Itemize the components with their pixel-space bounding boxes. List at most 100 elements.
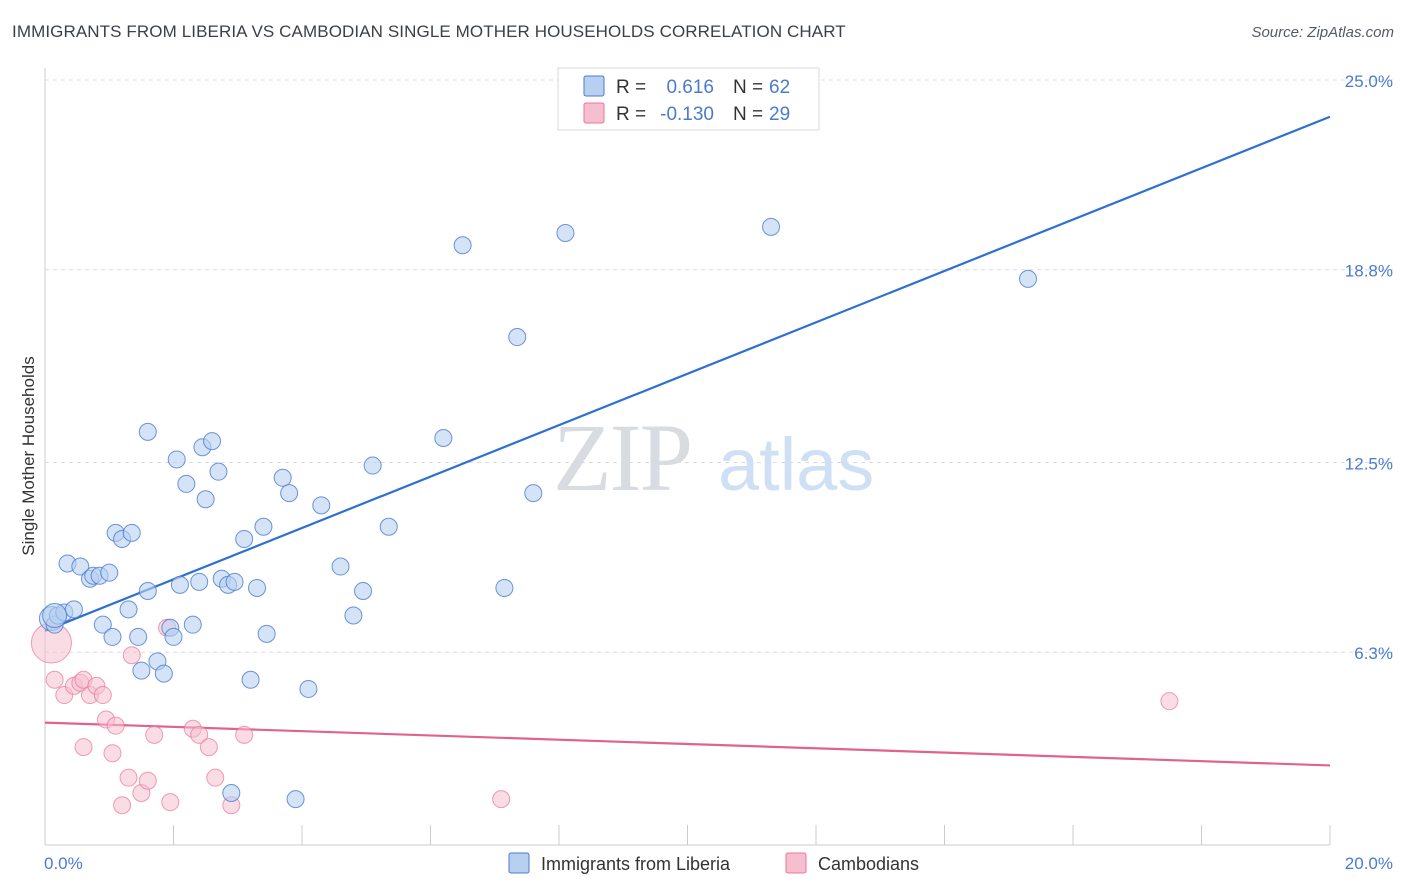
liberia-point	[453, 236, 472, 255]
liberia-point	[183, 615, 202, 634]
liberia-point	[1019, 269, 1038, 288]
bottom-legend: Immigrants from Liberia Cambodians	[508, 852, 919, 874]
y-tick-label: 6.3%	[1354, 644, 1393, 663]
bottom-legend-swatch-cambodians	[785, 852, 807, 874]
liberia-point	[524, 484, 543, 503]
legend-n-value-1: 62	[769, 77, 790, 98]
liberia-point	[556, 224, 575, 242]
axes	[44, 68, 1331, 846]
liberia-point	[209, 462, 228, 481]
liberia-point	[122, 523, 141, 542]
liberia-point	[354, 582, 373, 601]
cambodians-point	[113, 796, 132, 815]
legend-n-value-2: 29	[769, 104, 790, 125]
liberia-points	[38, 217, 1038, 809]
bottom-legend-label-cambodians: Cambodians	[818, 854, 919, 874]
liberia-point	[138, 422, 157, 441]
liberia-point	[196, 490, 215, 509]
liberia-point	[344, 606, 363, 625]
liberia-point	[312, 496, 331, 515]
liberia-point	[257, 624, 276, 643]
cambodians-point	[145, 725, 164, 744]
legend: R = 0.616 N = 62 R = -0.130 N = 29	[557, 67, 820, 131]
y-tick-label: 18.8%	[1345, 262, 1393, 281]
liberia-point	[495, 578, 514, 597]
liberia-point	[119, 600, 138, 619]
liberia-point	[241, 670, 260, 689]
y-axis-label: Single Mother Households	[19, 356, 38, 555]
bottom-legend-swatch-liberia	[508, 852, 530, 874]
liberia-point	[434, 429, 453, 448]
bottom-legend-label-liberia: Immigrants from Liberia	[541, 854, 731, 874]
cambodians-point	[119, 768, 138, 787]
y-tick-label: 25.0%	[1345, 72, 1393, 91]
liberia-point	[248, 578, 267, 597]
liberia-point	[138, 582, 157, 601]
cambodians-point	[106, 716, 125, 735]
cambodians-trend-line	[44, 721, 1331, 767]
liberia-point	[280, 484, 299, 503]
legend-swatch-liberia	[583, 75, 605, 97]
legend-n-label-2: N =	[733, 104, 763, 125]
grid-lines	[45, 79, 1395, 653]
liberia-point	[363, 456, 382, 475]
liberia-point	[93, 615, 112, 634]
chart-source: Source: ZipAtlas.com	[1251, 24, 1394, 41]
y-tick-label: 12.5%	[1345, 455, 1393, 474]
liberia-point	[170, 575, 189, 594]
legend-n-label-1: N =	[733, 77, 763, 98]
liberia-point	[177, 474, 196, 493]
cambodians-points	[30, 618, 1179, 815]
cambodians-point	[103, 744, 122, 763]
liberia-point	[225, 572, 244, 591]
liberia-point	[254, 517, 273, 536]
liberia-point	[299, 679, 318, 698]
liberia-point	[203, 432, 222, 451]
liberia-point	[222, 783, 241, 802]
liberia-point	[167, 450, 186, 469]
watermark-zip: ZIP	[553, 404, 691, 511]
liberia-point	[129, 627, 148, 646]
legend-r-value-1: 0.616	[666, 77, 714, 98]
liberia-trend-line	[44, 115, 1331, 632]
liberia-point	[762, 217, 781, 236]
legend-r-label-2: R =	[616, 104, 646, 125]
x-tick-label-max: 20.0%	[1345, 854, 1393, 873]
cambodians-point	[492, 790, 511, 809]
liberia-point	[190, 572, 209, 591]
cambodians-point	[206, 768, 225, 787]
trend-lines	[44, 115, 1331, 767]
liberia-point	[132, 661, 151, 680]
cambodians-point	[93, 686, 112, 705]
cambodians-point	[235, 725, 254, 744]
liberia-point	[273, 468, 292, 487]
cambodians-point	[1160, 692, 1179, 711]
liberia-point	[331, 557, 350, 576]
x-tick-labels: 0.0% 20.0%	[44, 854, 1393, 873]
cambodians-point	[74, 738, 93, 757]
liberia-point	[379, 517, 398, 536]
cambodians-point	[138, 771, 157, 790]
liberia-point	[103, 627, 122, 646]
liberia-point	[42, 603, 68, 628]
x-tick-label-min: 0.0%	[44, 854, 83, 873]
liberia-point	[100, 563, 119, 582]
cambodians-point	[199, 738, 218, 757]
liberia-point	[164, 627, 183, 646]
liberia-point	[154, 664, 173, 683]
liberia-point	[64, 600, 83, 619]
watermark-atlas: atlas	[718, 423, 874, 506]
liberia-point	[508, 328, 527, 347]
cambodians-point	[45, 670, 64, 689]
liberia-point	[235, 530, 254, 548]
y-tick-labels: 6.3% 12.5% 18.8% 25.0%	[1345, 72, 1393, 663]
liberia-point	[71, 557, 90, 576]
cambodians-point	[190, 725, 209, 744]
cambodians-point	[122, 646, 141, 665]
legend-r-label-1: R =	[616, 77, 646, 98]
legend-swatch-cambodians	[583, 102, 605, 124]
legend-r-value-2: -0.130	[660, 104, 714, 125]
watermark: ZIP atlas	[553, 404, 874, 511]
